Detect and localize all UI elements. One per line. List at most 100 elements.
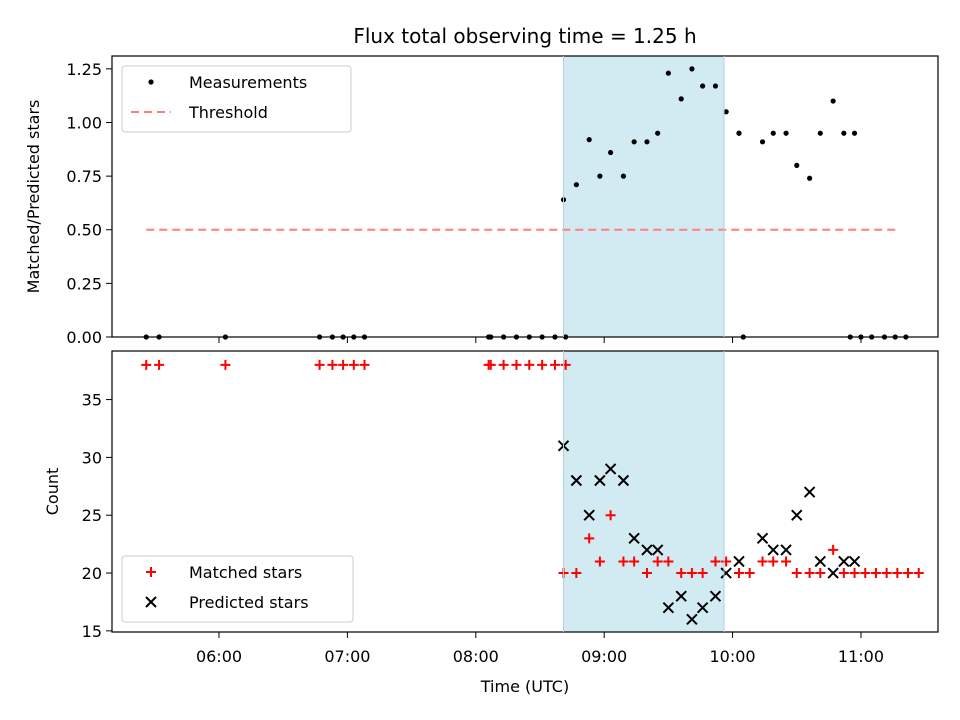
- x-tick-label: 09:00: [581, 647, 627, 666]
- matched-star-point: [913, 568, 924, 579]
- matched-star-point: [791, 568, 802, 579]
- matched-star-point: [697, 568, 708, 579]
- predicted-star-point: [814, 555, 827, 568]
- matched-star-point: [768, 556, 779, 567]
- matched-star-point: [348, 359, 359, 370]
- y-tick-label: 30: [82, 448, 102, 467]
- measurement-point: [620, 173, 627, 179]
- y-tick-label: 0.25: [66, 274, 102, 293]
- observing-window-highlight: [563, 351, 725, 632]
- matched-star-point: [549, 359, 560, 370]
- matched-star-point: [892, 568, 903, 579]
- legend-marker-plus: [146, 567, 156, 577]
- matched-star-point: [881, 568, 892, 579]
- matched-star-point: [903, 568, 914, 579]
- ratio-y-axis-label: Matched/Predicted stars: [24, 100, 43, 294]
- predicted-star-point: [803, 486, 816, 498]
- count-points: [141, 359, 924, 625]
- ratio-plot-frame: [111, 55, 939, 338]
- predicted-star-point: [641, 544, 653, 556]
- measurement-point: [655, 130, 661, 136]
- matched-star-point: [220, 359, 231, 370]
- measurement-point: [770, 130, 776, 136]
- measurement-point: [631, 139, 637, 145]
- matched-star-point: [804, 568, 815, 579]
- predicted-star-point: [686, 613, 698, 625]
- y-tick-label: 0.00: [66, 328, 102, 347]
- matched-star-point: [154, 359, 165, 370]
- predicted-star-point: [594, 474, 606, 487]
- matched-star-point: [537, 359, 548, 370]
- measurement-point: [689, 66, 695, 72]
- predicted-star-point: [617, 474, 630, 487]
- y-tick-label: 35: [82, 391, 102, 410]
- matched-star-point: [781, 556, 792, 567]
- observing-window-highlight: [563, 56, 725, 337]
- matched-star-point: [641, 568, 652, 579]
- matched-star-point: [838, 568, 849, 579]
- measurement-point: [700, 83, 706, 89]
- legend-marker-x: [145, 596, 157, 608]
- count-panel: 15 20 25 30 35 06:00 07:00 08:00 09:00 10:00 11:0…: [43, 350, 939, 696]
- matched-star-point: [733, 568, 744, 579]
- chart-title: Flux total observing time = 1.25 h: [353, 24, 696, 48]
- matched-star-point: [652, 556, 663, 567]
- matched-star-point: [584, 533, 595, 544]
- legend-label: Measurements: [189, 73, 307, 92]
- legend-label: Predicted stars: [189, 593, 309, 612]
- legend-label: Threshold: [188, 103, 268, 122]
- ratio-x-ticks: [218, 337, 862, 343]
- y-tick-label: 1.25: [66, 60, 102, 79]
- y-tick-label: 20: [82, 564, 102, 583]
- matched-star-point: [314, 359, 325, 370]
- measurement-point: [607, 149, 614, 156]
- matched-star-point: [744, 568, 755, 579]
- matched-star-point: [629, 556, 640, 567]
- predicted-star-point: [720, 567, 732, 579]
- predicted-star-point: [628, 532, 640, 545]
- count-plot-frame: [111, 350, 939, 633]
- legend-box: [121, 65, 352, 133]
- y-tick-label: 15: [82, 622, 102, 641]
- matched-star-point: [498, 359, 509, 370]
- count-x-ticks: 06:00 07:00 08:00 09:00 10:00 11:00: [196, 632, 884, 666]
- count-y-axis-label: Count: [43, 468, 62, 516]
- matched-star-point: [860, 568, 871, 579]
- measurement-point: [644, 139, 650, 145]
- predicted-star-point: [791, 509, 803, 521]
- predicted-star-point: [827, 567, 839, 579]
- predicted-star-point: [604, 463, 617, 475]
- predicted-star-point: [709, 590, 722, 602]
- predicted-star-point: [583, 509, 595, 521]
- y-tick-label: 0.50: [66, 221, 102, 240]
- ratio-panel: 0.00 0.25 0.50 0.75 1.00 1.25 Flux total obse…: [24, 24, 939, 347]
- matched-star-point: [327, 359, 338, 370]
- ratio-y-ticks: 0.00 0.25 0.50 0.75 1.00 1.25: [66, 60, 112, 347]
- y-tick-label: 1.00: [66, 113, 102, 132]
- predicted-star-point: [780, 544, 792, 556]
- matched-star-point: [815, 568, 826, 579]
- ratio-legend: Measurements Threshold: [121, 65, 352, 133]
- count-y-ticks: 15 20 25 30 35: [82, 391, 112, 641]
- measurement-point: [841, 130, 847, 136]
- matched-star-point: [686, 568, 697, 579]
- predicted-star-point: [675, 590, 687, 602]
- matched-star-point: [849, 568, 860, 579]
- x-tick-label: 10:00: [710, 647, 756, 666]
- legend-box: [121, 555, 354, 623]
- x-tick-label: 08:00: [453, 647, 499, 666]
- matched-star-point: [676, 568, 687, 579]
- y-tick-label: 0.75: [66, 167, 102, 186]
- predicted-star-point: [838, 555, 850, 568]
- measurement-point: [759, 139, 766, 145]
- matched-star-point: [757, 556, 768, 567]
- matched-star-point: [524, 359, 535, 370]
- matched-star-point: [618, 556, 629, 567]
- measurement-point: [597, 173, 603, 179]
- x-tick-label: 06:00: [196, 647, 242, 666]
- matched-star-point: [710, 556, 721, 567]
- matched-star-point: [141, 359, 152, 370]
- measurement-point: [678, 96, 684, 102]
- matched-star-point: [560, 359, 571, 370]
- measurement-point: [794, 162, 800, 168]
